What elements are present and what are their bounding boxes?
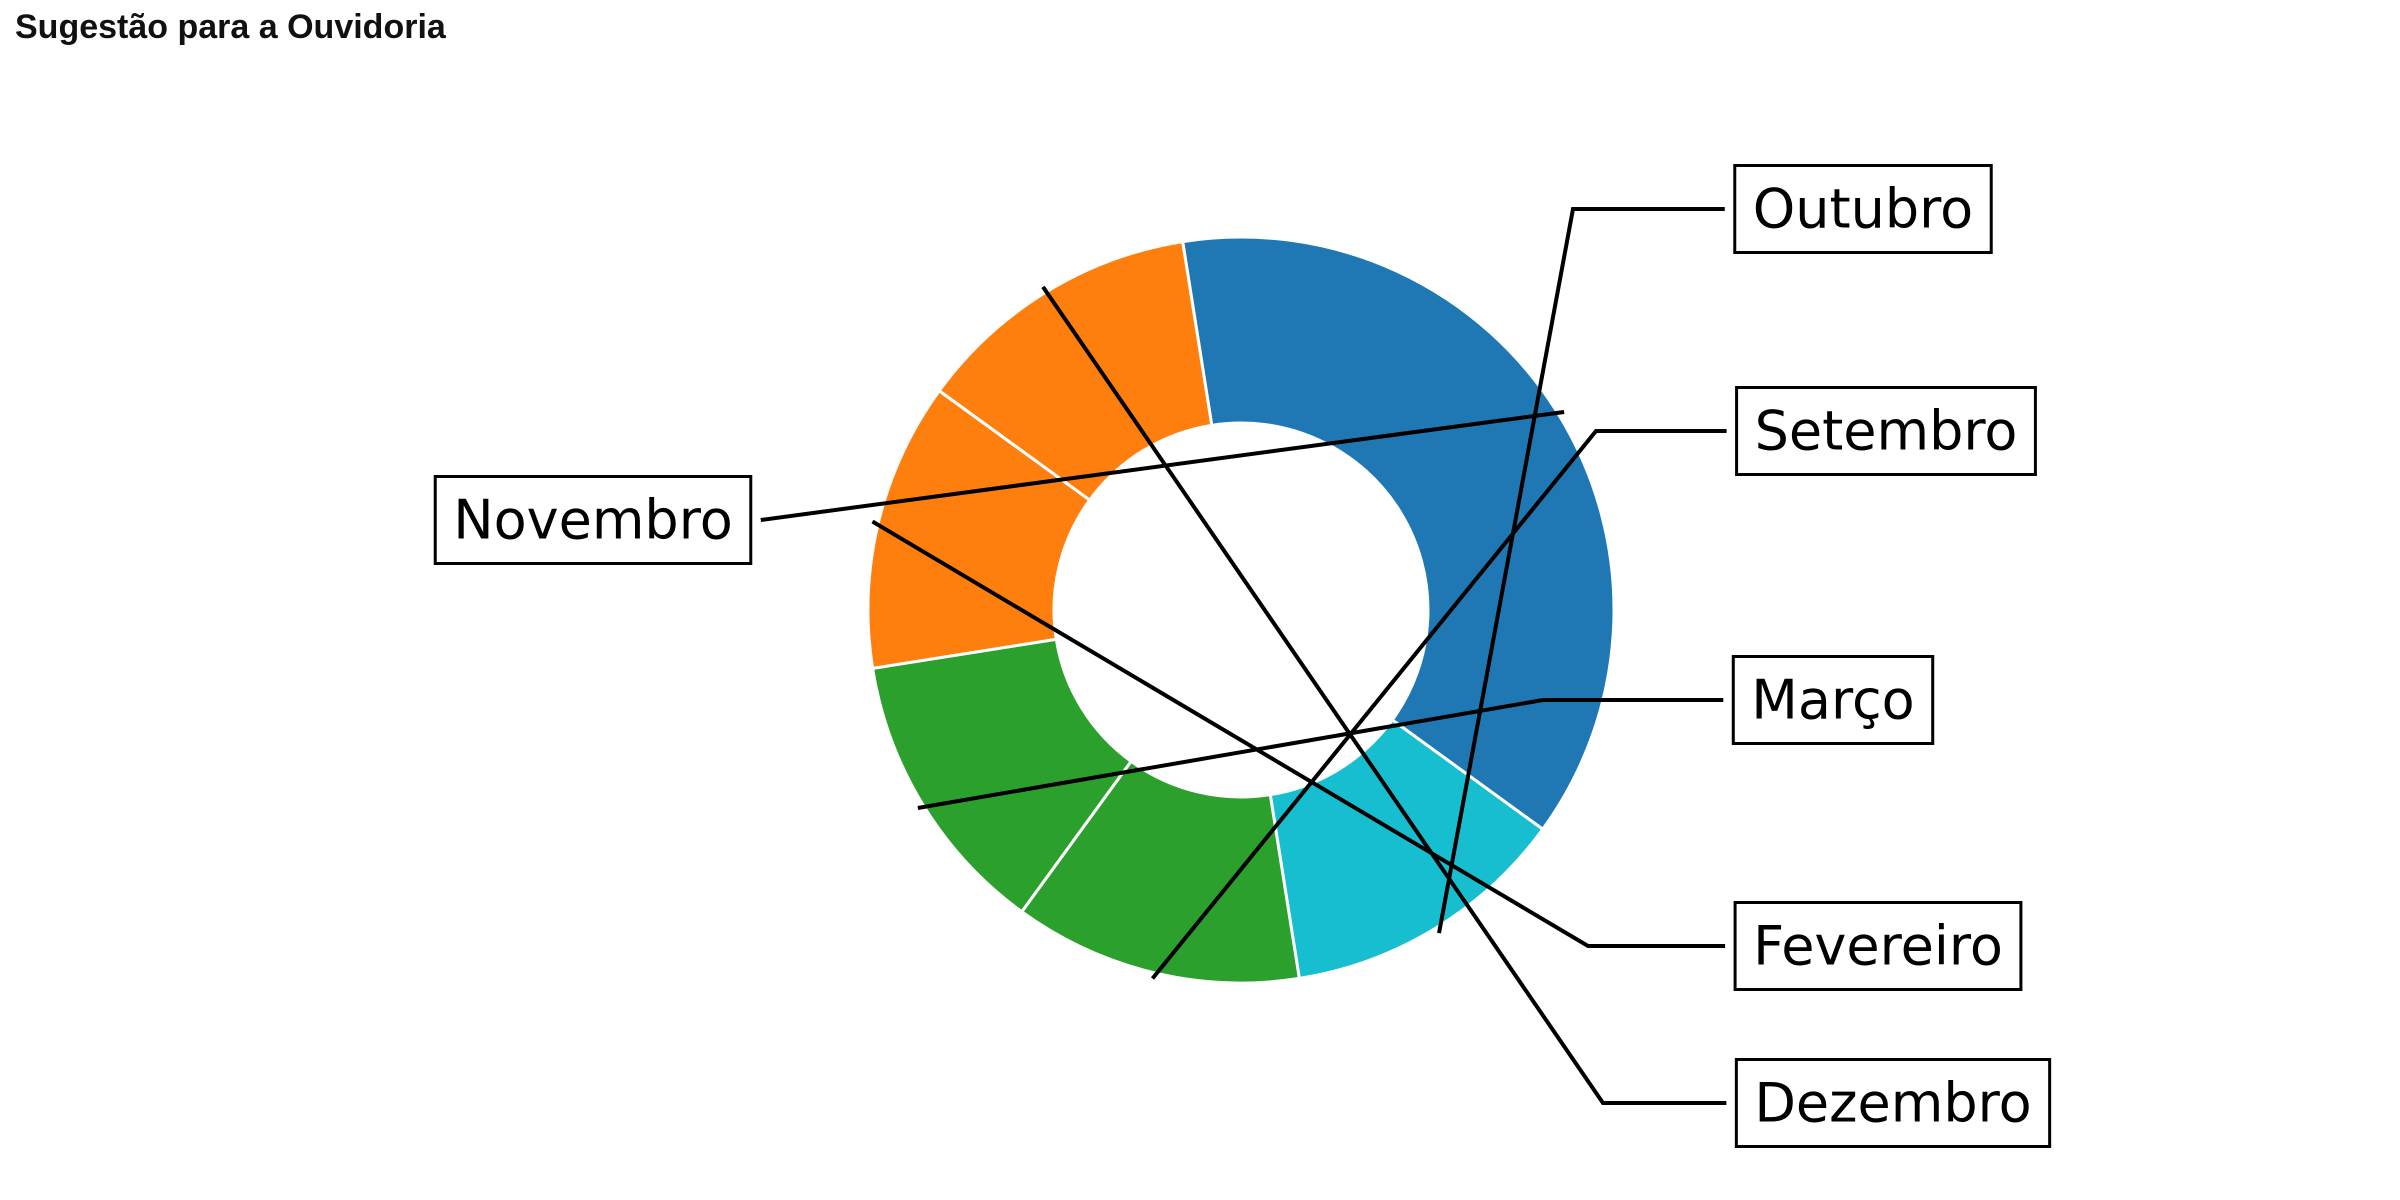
label-fevereiro: Fevereiro <box>1735 903 2021 990</box>
label-text: Novembro <box>453 489 733 552</box>
label-text: Março <box>1751 669 1914 732</box>
label-setembro: Setembro <box>1737 388 2036 475</box>
label-dezembro: Dezembro <box>1736 1060 2049 1147</box>
label-marco: Março <box>1733 657 1932 744</box>
label-text: Fevereiro <box>1753 915 2003 978</box>
label-novembro: Novembro <box>435 477 751 564</box>
label-outubro: Outubro <box>1735 166 1991 253</box>
label-text: Setembro <box>1755 400 2018 463</box>
label-text: Dezembro <box>1754 1072 2031 1135</box>
label-text: Outubro <box>1753 178 1973 241</box>
